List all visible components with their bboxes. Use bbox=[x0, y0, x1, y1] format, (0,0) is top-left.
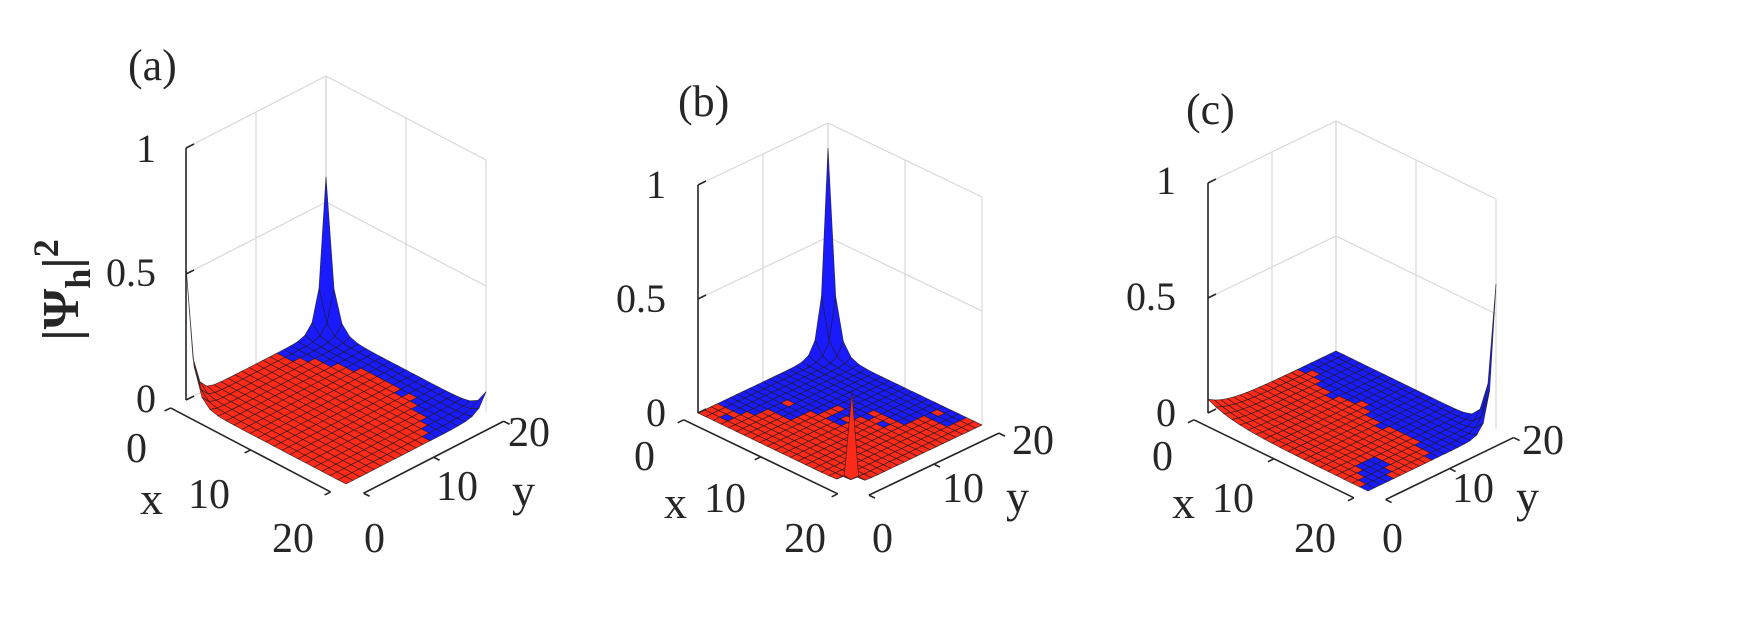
panel-a-grid-ywall-h-0 bbox=[325, 201, 487, 287]
panel-b-ylabel: y bbox=[1006, 471, 1029, 522]
panel-a-surface bbox=[185, 176, 487, 485]
panel-a-surface-cell bbox=[337, 475, 354, 485]
panel-b: (b) 0 0.5 1 0 10 20 x 0 10 20 y bbox=[616, 77, 1054, 562]
panel-c-x-tick-1 bbox=[1267, 458, 1275, 463]
panel-b-xtick-0: 0 bbox=[634, 434, 655, 480]
panel-b-z-tick-0 bbox=[697, 408, 707, 414]
panel-c-y-tick-0 bbox=[1385, 498, 1392, 504]
panel-c: (c) 0 0.5 1 0 10 20 x 0 10 20 y bbox=[1126, 85, 1564, 562]
panel-a-xtick-2: 20 bbox=[272, 516, 314, 562]
panel-c-ytick-1: 10 bbox=[1452, 466, 1494, 512]
panel-a-grid-ywall-h-1 bbox=[325, 75, 487, 161]
panel-c-axes bbox=[1187, 178, 1520, 504]
panel-a-ztick-1: 0.5 bbox=[106, 250, 156, 295]
panel-c-x-tick-0 bbox=[1187, 419, 1195, 424]
panel-a-z-tick-2 bbox=[185, 143, 195, 149]
panel-b-grid-xwall-h-2 bbox=[697, 122, 829, 186]
panel-b-y-tick-2 bbox=[998, 432, 1006, 437]
panel-c-ztick-0: 0 bbox=[1156, 390, 1176, 435]
panel-a-xlabel: x bbox=[140, 473, 163, 524]
panel-b-z-tick-2 bbox=[697, 180, 707, 186]
panel-b-label: (b) bbox=[678, 77, 729, 126]
panel-a-ytick-0: 0 bbox=[364, 516, 385, 562]
zlabel-sub: h bbox=[58, 269, 98, 289]
panel-c-grid-ywall-h-0 bbox=[1335, 235, 1497, 315]
panel-c-y-tick-2 bbox=[1513, 436, 1520, 442]
panel-c-y-tick-1 bbox=[1449, 467, 1456, 473]
panel-b-x-tick-0 bbox=[677, 419, 685, 424]
panel-a-y-tick-0 bbox=[363, 492, 370, 497]
zlabel-tail: | bbox=[33, 257, 90, 268]
panel-a-ytick-1: 10 bbox=[436, 464, 478, 510]
panel-b-grid-ywall-h-1 bbox=[827, 122, 983, 198]
panel-b-grid-ywall-h-0 bbox=[827, 236, 983, 312]
panel-b-xtick-1: 10 bbox=[704, 476, 746, 522]
panel-c-label: (c) bbox=[1186, 85, 1235, 134]
panel-a-y-tick-1 bbox=[433, 456, 440, 461]
panel-a-surface-cell bbox=[470, 391, 487, 410]
panel-c-z-tick-1 bbox=[1207, 293, 1217, 299]
panel-c-ztick-1: 0.5 bbox=[1126, 274, 1176, 319]
panel-a-ztick-0: 0 bbox=[136, 376, 156, 421]
panel-c-grid-xwall-h-1 bbox=[1207, 235, 1337, 299]
panel-c-z-tick-0 bbox=[1207, 408, 1217, 414]
panel-c-ytick-0: 0 bbox=[1382, 516, 1403, 562]
panel-b-ztick-0: 0 bbox=[646, 390, 666, 435]
panel-b-y-tick-0 bbox=[868, 494, 876, 499]
panel-c-grid-xwall-h-2 bbox=[1207, 120, 1337, 184]
panel-b-y-tick-1 bbox=[933, 463, 941, 468]
zlabel-main: |Ψ bbox=[33, 288, 90, 340]
panel-a-ztick-2: 1 bbox=[136, 126, 156, 171]
panel-c-xtick-1: 10 bbox=[1212, 476, 1254, 522]
panel-c-surface bbox=[1207, 284, 1497, 492]
panel-b-x-tick-2 bbox=[831, 493, 839, 498]
panel-c-x-tick-2 bbox=[1347, 497, 1355, 502]
svg-text:|Ψh|2: |Ψh|2 bbox=[26, 239, 98, 340]
panel-c-ytick-2: 20 bbox=[1522, 418, 1564, 464]
panel-b-surface bbox=[697, 148, 983, 481]
panel-a-grid-xwall-h-2 bbox=[185, 75, 327, 149]
panel-c-z-tick-2 bbox=[1207, 178, 1217, 184]
panel-a-ytick-2: 20 bbox=[508, 410, 550, 456]
panel-c-ylabel: y bbox=[1516, 471, 1539, 522]
panel-a-grid-xwall-h-1 bbox=[185, 201, 327, 275]
panel-a-z-tick-1 bbox=[185, 269, 195, 275]
panel-b-ytick-0: 0 bbox=[872, 516, 893, 562]
panel-a-x-tick-0 bbox=[164, 407, 171, 412]
panel-a-surface-cell bbox=[185, 266, 202, 390]
panel-b-ytick-1: 10 bbox=[942, 466, 984, 512]
panel-b-z-tick-1 bbox=[697, 294, 707, 300]
panel-b-ztick-2: 1 bbox=[646, 162, 666, 207]
panel-a: (a) 0 0.5 1 0 10 20 x 0 10 20 y bbox=[106, 41, 550, 562]
panel-a-x-tick-1 bbox=[244, 449, 251, 454]
panel-c-xtick-2: 20 bbox=[1294, 516, 1336, 562]
panel-a-xtick-1: 10 bbox=[188, 472, 230, 518]
panel-c-ztick-2: 1 bbox=[1156, 158, 1176, 203]
panel-a-x-tick-2 bbox=[324, 491, 331, 496]
panel-c-grid-ywall-h-1 bbox=[1335, 120, 1497, 200]
panel-b-ytick-2: 20 bbox=[1012, 418, 1054, 464]
panel-b-ztick-1: 0.5 bbox=[616, 276, 666, 321]
panel-b-x-tick-1 bbox=[754, 456, 762, 461]
panel-a-label: (a) bbox=[128, 41, 177, 90]
panel-a-y-tick-2 bbox=[503, 420, 510, 425]
panel-b-xtick-2: 20 bbox=[784, 516, 826, 562]
panel-c-xlabel: x bbox=[1172, 477, 1195, 528]
zlabel-sup: 2 bbox=[26, 239, 66, 257]
panel-c-surface-cell bbox=[1359, 483, 1376, 492]
panel-b-xlabel: x bbox=[664, 477, 687, 528]
panel-b-grid-xwall-h-1 bbox=[697, 236, 829, 300]
panel-c-xtick-0: 0 bbox=[1152, 434, 1173, 480]
panel-a-xtick-0: 0 bbox=[126, 426, 147, 472]
zlabel: |Ψh|2 bbox=[26, 239, 98, 340]
panel-a-z-tick-0 bbox=[185, 395, 195, 401]
panel-b-surface-cell bbox=[843, 391, 859, 480]
panel-a-axes bbox=[164, 143, 510, 497]
panel-b-axes bbox=[677, 180, 1006, 499]
panel-a-ylabel: y bbox=[512, 465, 535, 516]
